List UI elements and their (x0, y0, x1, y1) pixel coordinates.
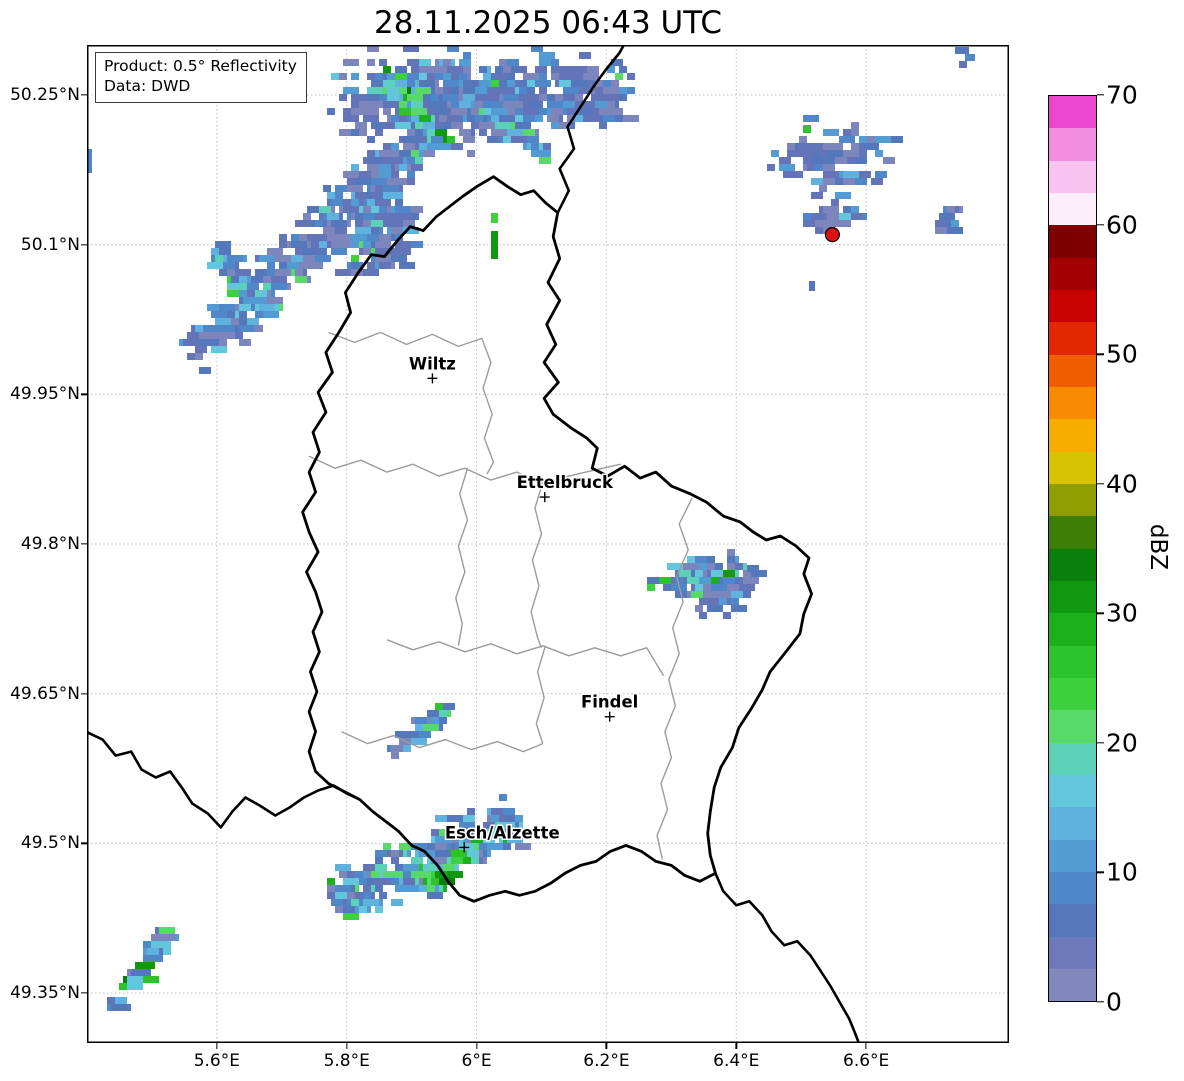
lat-tick-label: 50.25°N (10, 84, 80, 105)
lon-tick-mark (735, 1043, 737, 1049)
colorbar-segment (1049, 96, 1096, 129)
colorbar-tick-mark (1097, 94, 1104, 96)
radar-map: Wiltz Ettelbruck Findel Esch/Alzette (87, 45, 1009, 1043)
colorbar-tick-mark (1097, 1001, 1104, 1003)
colorbar-segment (1049, 968, 1096, 1002)
colorbar-tick-mark (1097, 483, 1104, 485)
lon-tick-label: 6.6°E (843, 1051, 890, 1071)
colorbar-segment (1049, 516, 1096, 549)
data-source-label: Data: DWD (104, 77, 191, 96)
colorbar-segment (1049, 192, 1096, 226)
radar-echo-layer (87, 45, 975, 1011)
colorbar-tick-label: 30 (1106, 598, 1138, 628)
lat-tick-label: 49.8°N (20, 534, 80, 554)
colorbar-segment (1049, 839, 1096, 872)
colorbar-tick-mark (1097, 742, 1104, 744)
colorbar-tick-label: 50 (1106, 339, 1138, 369)
lon-tick-mark (346, 1043, 348, 1049)
colorbar-tick-mark (1097, 223, 1104, 226)
colorbar-segment (1049, 419, 1096, 452)
product-info-box: Product: 0.5° Reflectivity Data: DWD (95, 52, 307, 103)
grid-lines (87, 45, 1009, 1043)
colorbar-segment (1049, 613, 1096, 646)
colorbar-segment (1049, 645, 1096, 678)
city-marker (604, 711, 615, 722)
colorbar-segment (1049, 354, 1096, 387)
lat-tick-label: 50.1°N (20, 234, 80, 255)
lon-tick-label: 5.6°E (193, 1051, 240, 1071)
colorbar-tick-label: 20 (1106, 728, 1138, 758)
lat-tick-mark (81, 992, 87, 994)
lat-tick-mark (81, 543, 87, 545)
city-label: Esch/Alzette (445, 823, 560, 842)
colorbar-segment (1049, 160, 1096, 193)
lon-tick-label: 5.8°E (323, 1051, 370, 1071)
colorbar-segment (1049, 871, 1096, 905)
colorbar-segment (1049, 483, 1096, 517)
lon-tick-mark (605, 1043, 608, 1049)
colorbar-segment (1049, 677, 1096, 711)
colorbar-tick-label: 60 (1106, 210, 1138, 240)
colorbar-segment (1049, 580, 1096, 614)
city-label: Findel (581, 693, 638, 712)
colorbar-segment (1049, 451, 1096, 484)
colorbar-segment (1049, 742, 1096, 775)
radar-site-marker (824, 227, 840, 243)
colorbar-segment (1049, 322, 1096, 355)
lat-tick-mark (81, 393, 87, 395)
lon-tick-label: 6.4°E (713, 1051, 760, 1071)
lon-tick-mark (865, 1043, 867, 1049)
figure-title: 28.11.2025 06:43 UTC (374, 5, 722, 41)
colorbar-tick-mark (1097, 612, 1104, 614)
lat-tick-mark (81, 842, 87, 845)
colorbar-tick-mark (1097, 353, 1104, 355)
colorbar-segment (1049, 548, 1096, 581)
lon-tick-mark (216, 1043, 218, 1049)
city-marker (427, 373, 438, 384)
colorbar-segment (1049, 710, 1096, 743)
lat-tick-label: 49.65°N (10, 683, 80, 704)
colorbar-segment (1049, 128, 1096, 161)
lon-tick-label: 6°E (461, 1051, 492, 1071)
colorbar-segment (1049, 225, 1096, 258)
colorbar-segment (1049, 386, 1096, 420)
colorbar-tick-mark (1097, 871, 1104, 874)
colorbar-segment (1049, 257, 1096, 290)
lon-tick-label: 6.2°E (583, 1051, 630, 1071)
city-marker (459, 842, 470, 853)
map-area: Wiltz Ettelbruck Findel Esch/Alzette Produc… (87, 45, 1009, 1043)
lat-tick-label: 49.5°N (20, 833, 80, 854)
city-markers: Wiltz Ettelbruck Findel Esch/Alzette (407, 353, 640, 853)
city-label: Wiltz (409, 354, 456, 373)
lat-tick-label: 49.35°N (10, 983, 80, 1004)
colorbar-segment (1049, 807, 1096, 840)
colorbar-tick-label: 10 (1106, 857, 1138, 887)
product-label: Product: 0.5° Reflectivity (104, 57, 297, 75)
lon-tick-mark (475, 1043, 478, 1049)
colorbar (1048, 95, 1097, 1002)
city-label: Ettelbruck (517, 473, 614, 492)
colorbar-segment (1049, 904, 1096, 937)
colorbar-unit-label: dBZ (1145, 523, 1171, 571)
colorbar-segment (1049, 936, 1096, 969)
city-marker (539, 492, 550, 503)
luxembourg-border (301, 175, 813, 903)
colorbar-tick-label: 0 (1106, 987, 1122, 1017)
district-borders (308, 331, 693, 860)
colorbar-segment (1049, 774, 1096, 808)
colorbar-segment (1049, 289, 1096, 323)
map-frame (87, 45, 1009, 1043)
lat-tick-mark (81, 693, 87, 695)
lat-tick-mark (81, 94, 87, 96)
lat-tick-label: 49.95°N (10, 384, 80, 405)
country-borders (87, 45, 861, 1043)
lat-tick-mark (81, 243, 87, 246)
colorbar-tick-label: 40 (1106, 469, 1138, 499)
colorbar-tick-label: 70 (1106, 80, 1138, 110)
